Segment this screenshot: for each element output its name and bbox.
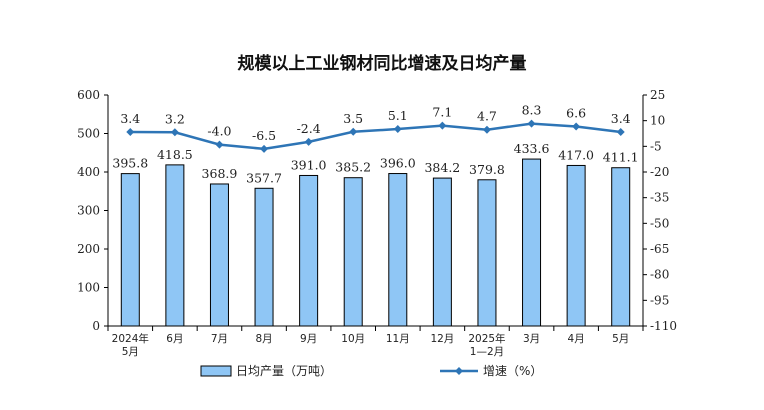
- bar-value-label: 391.0: [291, 157, 327, 172]
- y-right-tick-label: 25: [650, 88, 665, 102]
- bar-value-label: 411.1: [603, 150, 639, 165]
- growth-point: [126, 127, 135, 136]
- growth-value-label: 6.6: [566, 105, 586, 120]
- y-right-tick-label: -50: [650, 216, 669, 230]
- growth-point: [215, 140, 224, 149]
- data-labels: 395.8 418.5 368.9 357.7 391.0 385.2 396.0 384.2…: [112, 103, 638, 186]
- y-right-tick-label: -20: [650, 165, 669, 179]
- x-tick-label: 12月: [430, 333, 454, 345]
- bar-value-label: 368.9: [202, 166, 238, 181]
- growth-value-label: 3.4: [611, 111, 631, 126]
- bars: [120, 158, 631, 327]
- bar: [432, 177, 452, 327]
- y-left-tick-label: 400: [77, 165, 100, 179]
- x-tick-label: 5月: [122, 346, 139, 358]
- growth-point: [527, 119, 536, 128]
- y-left-tick-label: 300: [77, 204, 100, 218]
- bar: [522, 158, 542, 327]
- growth-point: [304, 137, 313, 146]
- growth-value-label: 3.4: [120, 111, 140, 126]
- legend-line-label: 增速（%）: [483, 364, 542, 378]
- bar-value-label: 396.0: [380, 156, 416, 171]
- growth-value-label: 4.7: [477, 109, 497, 124]
- x-tick-label: 4月: [568, 333, 585, 345]
- y-left-tick-label: 500: [77, 127, 100, 141]
- x-tick-label: 7月: [211, 333, 228, 345]
- legend-bar-label: 日均产量（万吨）: [236, 364, 332, 378]
- y-left-tick-label: 100: [77, 281, 100, 295]
- x-tick-label: 1—2月: [470, 346, 504, 358]
- growth-point: [616, 127, 625, 136]
- y-left-tick-label: 600: [77, 88, 100, 102]
- y-right-tick-label: -35: [650, 191, 669, 205]
- y-right-tick-label: -110: [650, 319, 677, 333]
- bar-value-label: 385.2: [335, 160, 371, 175]
- bar-value-label: 418.5: [157, 147, 193, 162]
- x-tick-label: 2024年: [112, 332, 149, 345]
- x-tick-label: 6月: [166, 333, 183, 345]
- y-left-tick-label: 0: [92, 319, 100, 333]
- y-right-tick-label: -5: [650, 139, 662, 153]
- x-tick-label: 3月: [523, 333, 540, 345]
- bar: [388, 173, 408, 327]
- bar: [566, 164, 586, 327]
- growth-value-label: 3.2: [165, 111, 185, 126]
- bar-value-label: 357.7: [246, 170, 282, 185]
- y-right-tick-label: -95: [650, 293, 669, 307]
- growth-value-label: 5.1: [388, 108, 408, 123]
- growth-value-label: -4.0: [207, 124, 231, 139]
- growth-value-label: -2.4: [297, 121, 321, 136]
- y-right-tick-label: -80: [650, 268, 669, 282]
- x-tick-label: 11月: [386, 333, 410, 345]
- bar: [611, 167, 631, 327]
- growth-point: [572, 122, 581, 131]
- bar-value-label: 379.8: [469, 162, 505, 177]
- growth-series-line: [130, 122, 621, 151]
- x-tick-label: 8月: [255, 333, 272, 345]
- bar-value-label: 395.8: [112, 156, 148, 171]
- chart-title: 规模以上工业钢材同比增速及日均产量: [238, 53, 527, 74]
- growth-point: [170, 128, 179, 137]
- growth-point: [349, 127, 358, 136]
- legend: 日均产量（万吨） 增速（%）: [200, 364, 542, 378]
- bar: [120, 173, 140, 327]
- growth-value-label: 8.3: [522, 103, 542, 118]
- bar: [299, 174, 319, 327]
- growth-line: [126, 119, 625, 153]
- bar-value-label: 384.2: [424, 160, 460, 175]
- bar: [254, 187, 274, 327]
- bar: [209, 183, 229, 327]
- growth-point: [438, 121, 447, 130]
- legend-line-marker: [455, 367, 463, 375]
- bar: [165, 164, 185, 327]
- legend-bar-swatch: [200, 365, 232, 377]
- growth-point: [482, 125, 491, 134]
- axes: 0 100 200 300 400 500 600 25 10 -5 -20 -35 -50 -65 -80…: [77, 88, 677, 358]
- growth-value-label: 7.1: [432, 105, 452, 120]
- x-tick-label: 10月: [341, 333, 365, 345]
- y-right-tick-label: 10: [650, 114, 665, 128]
- y-right-tick-label: -65: [650, 242, 669, 256]
- bar-value-label: 417.0: [558, 147, 594, 162]
- x-tick-label: 5月: [612, 333, 629, 345]
- bar-value-label: 433.6: [514, 141, 550, 156]
- y-left-tick-label: 200: [77, 242, 100, 256]
- bar: [343, 177, 363, 327]
- bar: [477, 179, 497, 327]
- growth-value-label: -6.5: [252, 128, 276, 143]
- growth-value-label: 3.5: [343, 111, 363, 126]
- growth-point: [393, 125, 402, 134]
- growth-point: [260, 144, 269, 153]
- x-tick-label: 2025年: [468, 332, 505, 345]
- x-tick-label: 9月: [300, 333, 317, 345]
